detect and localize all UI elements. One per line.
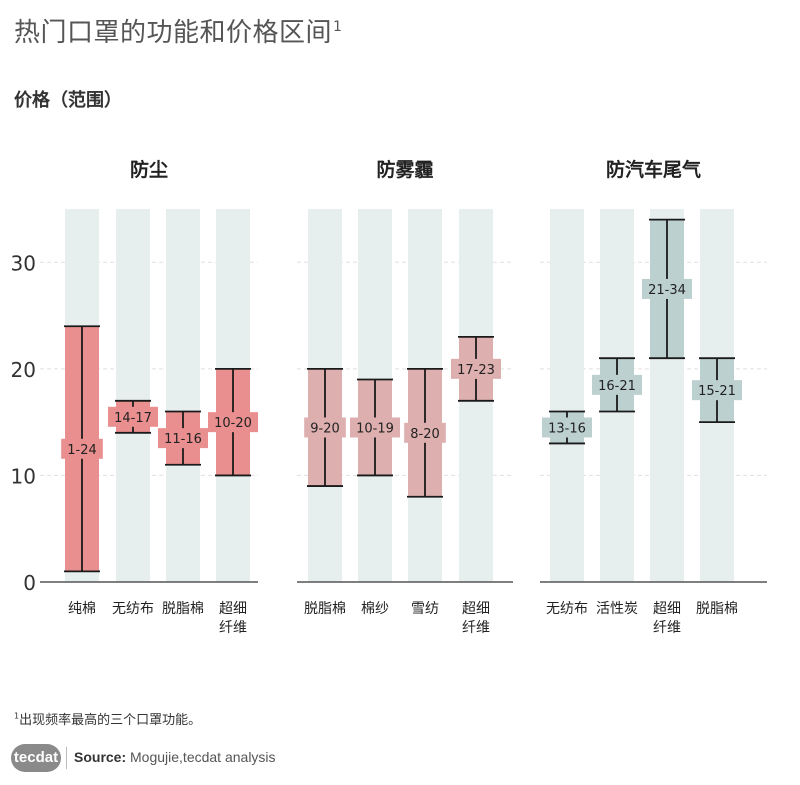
data-label-box bbox=[404, 422, 446, 443]
category-label: 活性炭 bbox=[596, 601, 638, 617]
category-label: 雪纺 bbox=[411, 601, 439, 617]
category-label: 无纺布 bbox=[112, 601, 154, 617]
y-axis-title: 价格（范围） bbox=[14, 90, 122, 111]
source-divider bbox=[66, 747, 67, 769]
y-tick-label: 30 bbox=[11, 251, 36, 275]
data-label: 11-16 bbox=[164, 432, 202, 447]
tecdat-logo: tecdat bbox=[11, 744, 61, 772]
category-label: 棉纱 bbox=[361, 600, 389, 617]
background-column bbox=[166, 209, 200, 582]
data-label-box bbox=[592, 374, 642, 395]
footnote-text: 出现频率最高的三个口罩功能。 bbox=[19, 713, 202, 728]
data-label: 10-20 bbox=[214, 416, 252, 431]
data-label: 17-23 bbox=[457, 363, 495, 378]
data-label-box bbox=[542, 417, 592, 438]
data-label-box bbox=[61, 438, 103, 459]
chart-title: 热门口罩的功能和价格区间1 bbox=[14, 12, 342, 49]
category-label: 超细 bbox=[653, 601, 681, 617]
data-label: 10-19 bbox=[356, 421, 394, 436]
source-text: Mogujie,tecdat analysis bbox=[126, 749, 276, 765]
data-label: 21-34 bbox=[648, 283, 686, 298]
title-text: 热门口罩的功能和价格区间 bbox=[14, 18, 333, 48]
category-label: 纯棉 bbox=[68, 600, 96, 617]
category-label: 纤维 bbox=[219, 620, 247, 636]
data-label-box bbox=[158, 428, 208, 449]
data-label-box bbox=[451, 358, 501, 379]
panel-title: 防雾霾 bbox=[376, 158, 433, 181]
title-footnote-marker: 1 bbox=[333, 19, 343, 36]
source-line: Source: Mogujie,tecdat analysis bbox=[74, 749, 276, 765]
data-label: 14-17 bbox=[114, 411, 152, 426]
footnote: 1出现频率最高的三个口罩功能。 bbox=[14, 709, 201, 728]
data-label-box bbox=[692, 380, 742, 401]
data-label: 16-21 bbox=[598, 379, 636, 394]
footnote-marker: 1 bbox=[14, 711, 20, 721]
data-label-box bbox=[208, 412, 258, 433]
category-label: 脱脂棉 bbox=[696, 600, 738, 617]
chart-plot: 0 10 20 30 防尘 1-24 纯棉 14-17 无纺布 11-16 脱脂棉 10-20 超细纤维… bbox=[11, 158, 767, 636]
data-label-box bbox=[642, 278, 692, 299]
y-tick-label: 0 bbox=[23, 571, 36, 595]
data-label: 9-20 bbox=[310, 421, 340, 436]
y-tick-label: 10 bbox=[11, 464, 36, 488]
y-tick-label: 20 bbox=[11, 358, 36, 382]
data-label: 8-20 bbox=[410, 427, 440, 442]
data-label-box bbox=[350, 417, 400, 438]
panel-title: 防尘 bbox=[130, 158, 168, 181]
data-label: 13-16 bbox=[548, 421, 586, 436]
data-label: 15-21 bbox=[698, 384, 736, 399]
background-column bbox=[550, 209, 584, 582]
category-label: 无纺布 bbox=[546, 601, 588, 617]
data-label-box bbox=[304, 417, 346, 438]
data-label-box bbox=[108, 406, 158, 427]
category-label: 脱脂棉 bbox=[304, 600, 346, 617]
category-label: 纤维 bbox=[462, 620, 490, 636]
category-label: 脱脂棉 bbox=[162, 600, 204, 617]
data-label: 1-24 bbox=[67, 443, 97, 458]
panel-title: 防汽车尾气 bbox=[606, 158, 701, 181]
category-label: 超细 bbox=[462, 601, 490, 617]
source-label: Source: bbox=[74, 749, 127, 765]
background-column bbox=[116, 209, 150, 582]
category-label: 超细 bbox=[219, 601, 247, 617]
category-label: 纤维 bbox=[653, 620, 681, 636]
